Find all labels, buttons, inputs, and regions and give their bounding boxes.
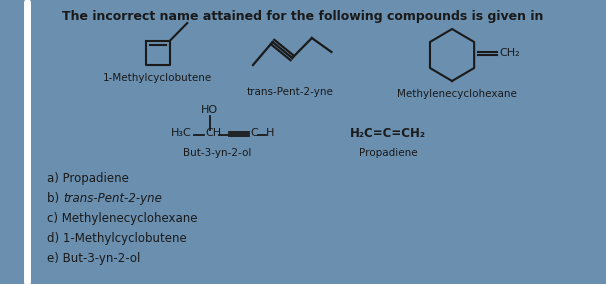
Text: trans-Pent-2-yne: trans-Pent-2-yne	[64, 192, 162, 205]
Text: d) 1-Methylcyclobutene: d) 1-Methylcyclobutene	[47, 232, 187, 245]
Text: H₂C=C=CH₂: H₂C=C=CH₂	[350, 126, 426, 139]
Text: CH₂: CH₂	[499, 48, 520, 58]
Text: C: C	[250, 128, 258, 138]
Text: H: H	[266, 128, 274, 138]
Text: 1-Methylcyclobutene: 1-Methylcyclobutene	[103, 73, 213, 83]
Text: Propadiene: Propadiene	[359, 148, 418, 158]
Text: But-3-yn-2-ol: But-3-yn-2-ol	[182, 148, 251, 158]
Text: HO: HO	[201, 105, 218, 115]
Text: trans-Pent-2-yne: trans-Pent-2-yne	[247, 87, 334, 97]
Text: b): b)	[47, 192, 63, 205]
Text: c) Methylenecyclohexane: c) Methylenecyclohexane	[47, 212, 198, 225]
Text: a) Propadiene: a) Propadiene	[47, 172, 129, 185]
Text: CH: CH	[205, 128, 221, 138]
Text: Methylenecyclohexane: Methylenecyclohexane	[397, 89, 517, 99]
Text: H₃C: H₃C	[171, 128, 191, 138]
Text: The incorrect name attained for the following compounds is given in: The incorrect name attained for the foll…	[62, 10, 544, 23]
Text: e) But-3-yn-2-ol: e) But-3-yn-2-ol	[47, 252, 141, 265]
